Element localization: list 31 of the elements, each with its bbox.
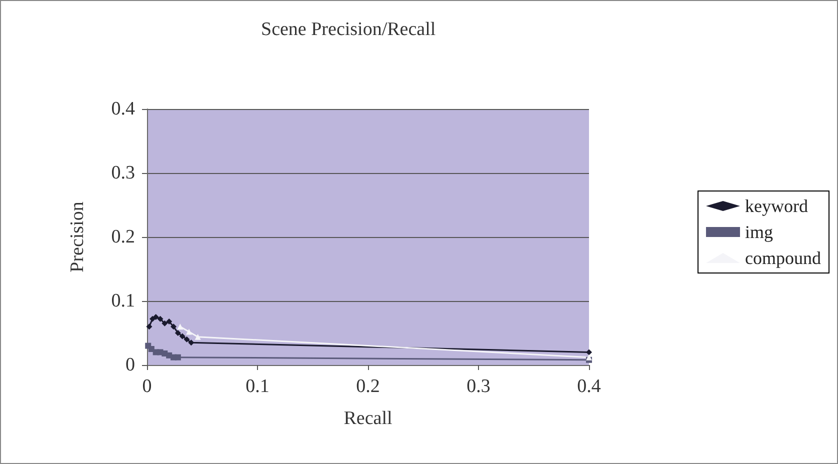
y-tick-label: 0 bbox=[126, 354, 135, 376]
y-tick-label: 0.4 bbox=[111, 98, 136, 120]
x-tick-label: 0.4 bbox=[577, 376, 602, 397]
legend-label: compound bbox=[745, 248, 822, 268]
point bbox=[146, 324, 152, 330]
point bbox=[157, 316, 164, 322]
chart-title: Scene Precision/Recall bbox=[261, 19, 436, 40]
point bbox=[170, 324, 177, 330]
point bbox=[162, 320, 168, 326]
y-axis-title: Precision bbox=[67, 201, 88, 272]
point bbox=[152, 314, 159, 320]
point bbox=[166, 318, 172, 324]
x-tick-label: 0.2 bbox=[356, 376, 380, 397]
y-tick-label: 0.1 bbox=[111, 290, 135, 312]
legend-label: img bbox=[745, 222, 774, 242]
y-tick-label: 0.2 bbox=[111, 226, 135, 248]
point bbox=[194, 334, 201, 340]
point bbox=[174, 354, 181, 360]
x-tick-label: 0.3 bbox=[466, 376, 490, 397]
x-tick-label: 0 bbox=[142, 376, 152, 397]
point bbox=[184, 336, 190, 342]
x-tick-label: 0.1 bbox=[246, 376, 270, 397]
point bbox=[586, 354, 592, 360]
point bbox=[186, 328, 192, 335]
legend-label: keyword bbox=[745, 196, 808, 216]
point bbox=[179, 333, 186, 340]
point bbox=[586, 349, 592, 356]
point bbox=[174, 330, 181, 336]
point bbox=[177, 324, 184, 330]
y-tick-label: 0.3 bbox=[111, 162, 135, 184]
x-axis-title: Recall bbox=[344, 408, 392, 429]
